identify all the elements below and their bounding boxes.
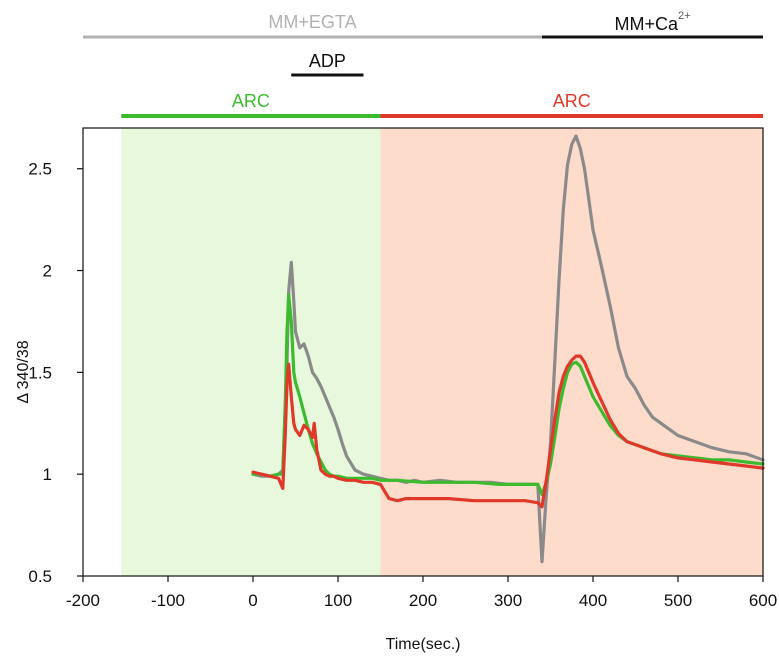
y-tick-label: 1.5	[28, 363, 52, 382]
x-tick-label: 500	[664, 591, 692, 610]
x-tick-label: 400	[579, 591, 607, 610]
y-tick-label: 1	[43, 465, 52, 484]
x-tick-label: 0	[248, 591, 257, 610]
series-line-2	[251, 293, 765, 497]
shaded-region-2	[380, 128, 763, 576]
calcium-label: MM+Ca2+	[614, 10, 690, 34]
x-tick-label: -100	[151, 591, 185, 610]
shaded-regions	[121, 128, 763, 576]
arc-green-label: ARC	[232, 91, 270, 111]
adp-label: ADP	[309, 51, 346, 71]
calcium-label-superscript: 2+	[678, 10, 691, 22]
arc-red-label: ARC	[553, 91, 591, 111]
egta-label: MM+EGTA	[268, 12, 356, 32]
y-tick-label: 2	[43, 262, 52, 281]
x-tick-label: 600	[749, 591, 777, 610]
y-tick-label: 0.5	[28, 567, 52, 586]
x-tick-label: -200	[66, 591, 100, 610]
x-tick-label: 300	[494, 591, 522, 610]
shaded-region-1	[121, 128, 381, 576]
calcium-label-text: MM+Ca	[614, 14, 678, 34]
x-axis-label: Time(sec.)	[386, 636, 461, 653]
y-axis: 0.5 1 1.5 2 2.5	[28, 160, 83, 586]
series-line-3	[251, 354, 765, 509]
y-axis-label: Δ 340/38	[15, 340, 32, 403]
data-series	[251, 134, 765, 564]
x-tick-label: 100	[324, 591, 352, 610]
x-tick-label: 200	[409, 591, 437, 610]
condition-bars: MM+EGTA MM+Ca2+ ADP ARC ARC	[83, 10, 763, 118]
x-axis: -200 -100 0 100 200 300 400 500 600	[66, 576, 777, 610]
y-tick-label: 2.5	[28, 160, 52, 179]
